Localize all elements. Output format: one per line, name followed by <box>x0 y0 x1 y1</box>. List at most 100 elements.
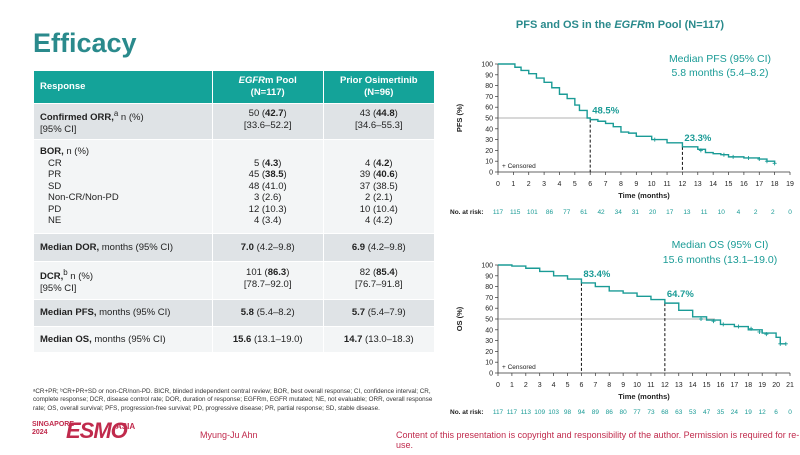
esmo-asia-logo: SINGAPORE 2024 ESMO ASIA <box>32 418 136 443</box>
c0-y-tick-label: 40 <box>485 126 493 133</box>
c0-x-tick-label: 17 <box>755 181 763 188</box>
c1-x-tick-label: 2 <box>524 382 528 389</box>
copyright-notice: Content of this presentation is copyrigh… <box>396 430 800 450</box>
c1-x-tick-label: 20 <box>772 382 780 389</box>
c0-censor-mark <box>731 154 736 159</box>
table-row-dcr: DCR,b n (%) [95% CI] 101 (86.3) [78.7–92.0… <box>33 261 436 301</box>
c0-x-tick-label: 2 <box>527 181 531 188</box>
c1-censor-mark <box>778 341 783 346</box>
c1-x-tick-label: 21 <box>786 382 794 389</box>
c1-y-tick-label: 0 <box>489 371 493 378</box>
c1-y-tick-label: 100 <box>481 263 493 270</box>
c0-at-risk-label: No. at risk: <box>450 209 484 216</box>
c0-censor-mark <box>764 159 769 164</box>
c0-x-tick-label: 0 <box>496 181 500 188</box>
c1-y-tick-label: 90 <box>485 273 493 280</box>
c1-y-tick-label: 40 <box>485 327 493 334</box>
c1-x-tick-label: 17 <box>730 382 738 389</box>
c1-at-risk-count: 19 <box>745 409 753 416</box>
c0-x-tick-label: 6 <box>588 181 592 188</box>
c1-censor-mark <box>749 326 754 331</box>
c1-median-value: 15.6 months (13.1–19.0) <box>663 254 777 266</box>
c1-x-axis-label: Time (months) <box>618 392 670 401</box>
c1-x-tick-label: 0 <box>496 382 500 389</box>
table-header-row: Response EGFRm Pool (N=117) Prior Osimert… <box>33 70 436 104</box>
c0-y-tick-label: 30 <box>485 137 493 144</box>
c1-y-tick-label: 10 <box>485 360 493 367</box>
c1-at-risk-count: 35 <box>717 409 725 416</box>
c1-at-risk-count: 80 <box>620 409 628 416</box>
c0-x-tick-label: 16 <box>740 181 748 188</box>
c0-x-tick-label: 11 <box>663 181 670 188</box>
c1-landmark-label: 64.7% <box>667 289 694 300</box>
c0-median-value: 5.8 months (5.4–8.2) <box>672 67 769 79</box>
c0-censor-mark <box>652 137 657 142</box>
c0-at-risk-count: 11 <box>701 209 708 216</box>
c1-y-tick-label: 80 <box>485 284 493 291</box>
c0-x-tick-label: 13 <box>694 181 702 188</box>
c1-at-risk-count: 89 <box>592 409 600 416</box>
c0-at-risk-count: 20 <box>649 209 657 216</box>
c1-censor-mark <box>736 324 741 329</box>
c1-censor-mark <box>757 329 762 334</box>
c0-at-risk-count: 4 <box>737 209 741 216</box>
c0-landmark-label: 48.5% <box>592 106 619 117</box>
c0-censor-mark <box>698 148 703 153</box>
c0-censor-mark <box>772 161 777 166</box>
c0-y-axis-label: PFS (%) <box>455 103 464 132</box>
c0-x-tick-label: 12 <box>679 181 687 188</box>
table-row-pfs: Median PFS, months (95% CI) 5.8 (5.4–8.2… <box>33 299 436 327</box>
c0-at-risk-count: 86 <box>546 209 554 216</box>
c1-censor-mark <box>764 332 769 337</box>
c0-at-risk-count: 117 <box>493 209 504 216</box>
c1-at-risk-count: 98 <box>564 409 572 416</box>
c1-at-risk-count: 24 <box>731 409 739 416</box>
c0-at-risk-count: 115 <box>510 209 521 216</box>
c1-x-tick-label: 12 <box>661 382 669 389</box>
c1-x-tick-label: 3 <box>538 382 542 389</box>
c0-x-axis-label: Time (months) <box>618 191 670 200</box>
c0-at-risk-count: 31 <box>632 209 640 216</box>
c1-censor-mark <box>783 341 788 346</box>
c1-at-risk-count: 53 <box>689 409 697 416</box>
c0-median-label: Median PFS (95% CI) <box>669 53 771 65</box>
c1-at-risk-count: 47 <box>703 409 711 416</box>
c1-at-risk-count: 6 <box>774 409 778 416</box>
c1-x-tick-label: 16 <box>717 382 725 389</box>
c0-x-tick-label: 5 <box>573 181 577 188</box>
author-name: Myung-Ju Ahn <box>200 430 258 440</box>
c0-at-risk-count: 10 <box>718 209 726 216</box>
c0-at-risk-count: 13 <box>683 209 691 216</box>
c1-x-tick-label: 15 <box>703 382 711 389</box>
c0-x-tick-label: 9 <box>634 181 638 188</box>
c1-x-tick-label: 10 <box>633 382 641 389</box>
c1-x-tick-label: 9 <box>621 382 625 389</box>
c0-x-tick-label: 14 <box>709 181 717 188</box>
c1-at-risk-count: 0 <box>788 409 792 416</box>
c1-x-tick-label: 6 <box>579 382 583 389</box>
c0-y-tick-label: 100 <box>481 62 493 69</box>
c1-censor-mark <box>711 319 716 324</box>
c1-at-risk-count: 117 <box>493 409 504 416</box>
c0-landmark-label: 23.3% <box>684 133 711 144</box>
c1-median-label: Median OS (95% CI) <box>672 239 769 251</box>
c1-censor-mark <box>721 322 726 327</box>
c0-y-tick-label: 50 <box>485 116 493 123</box>
c0-x-tick-label: 3 <box>542 181 546 188</box>
c0-y-tick-label: 0 <box>489 170 493 177</box>
c0-y-tick-label: 10 <box>485 159 493 166</box>
c1-x-tick-label: 11 <box>647 382 654 389</box>
c0-y-tick-label: 90 <box>485 72 493 79</box>
c0-survival-curve <box>498 63 776 164</box>
header-response: Response <box>33 70 213 104</box>
c0-x-tick-label: 8 <box>619 181 623 188</box>
c0-censor-mark <box>746 155 751 160</box>
c1-y-tick-label: 70 <box>485 295 493 302</box>
c0-censor-mark <box>757 157 762 162</box>
c1-x-tick-label: 14 <box>689 382 697 389</box>
c1-landmark-label: 83.4% <box>583 269 610 280</box>
c1-x-tick-label: 13 <box>675 382 683 389</box>
table-row-orr: Confirmed ORR,a n (%) [95% CI] 50 (42.7)[… <box>33 102 436 141</box>
